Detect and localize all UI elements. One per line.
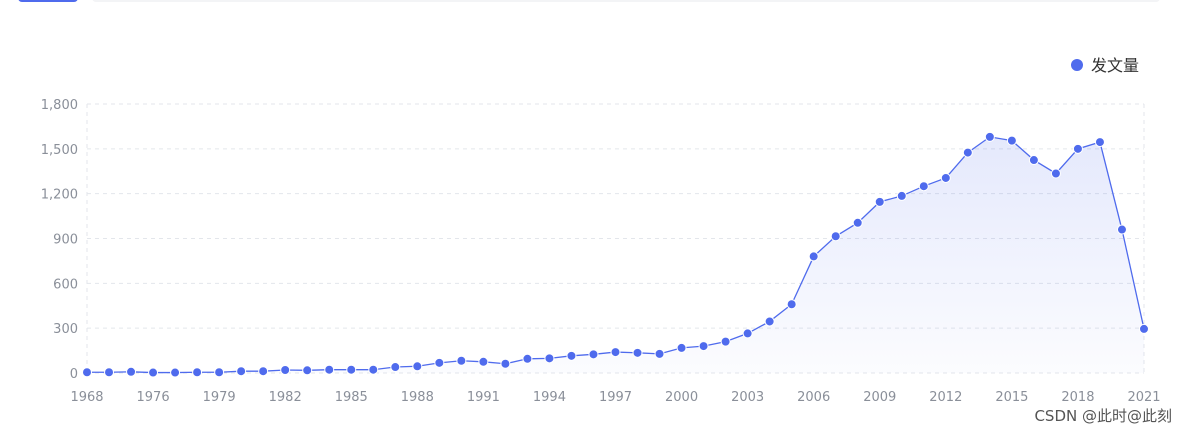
point — [1094, 137, 1105, 148]
point — [324, 364, 335, 375]
x-tick-label: 1982 — [269, 390, 302, 405]
point — [720, 336, 731, 347]
point — [786, 299, 797, 310]
point — [676, 342, 687, 353]
point — [654, 348, 665, 359]
point — [390, 362, 401, 373]
x-tick-label: 2018 — [1061, 390, 1094, 405]
point — [1050, 168, 1061, 179]
point — [434, 357, 445, 368]
x-tick-label: 2006 — [797, 390, 830, 405]
point — [1139, 323, 1149, 334]
x-tick-label: 1991 — [467, 390, 500, 405]
x-tick-label: 2015 — [995, 390, 1028, 405]
y-tick-label: 1,500 — [41, 143, 78, 158]
area — [87, 136, 1144, 373]
point — [808, 251, 819, 262]
point — [918, 181, 929, 192]
point — [456, 355, 467, 366]
point — [566, 350, 577, 361]
search-bar[interactable] — [92, 0, 1160, 2]
point — [82, 367, 92, 378]
point — [170, 367, 181, 378]
point — [478, 356, 489, 367]
x-tick-label: 2000 — [665, 390, 698, 405]
point — [1116, 224, 1127, 235]
point — [764, 316, 775, 327]
x-tick-label: 2009 — [863, 390, 896, 405]
point — [698, 341, 709, 352]
point — [280, 365, 291, 376]
x-tick-label: 1976 — [137, 390, 170, 405]
y-tick-label: 300 — [53, 322, 78, 337]
watermark: CSDN @此时@此刻 — [1034, 407, 1172, 425]
point — [346, 364, 357, 375]
point — [632, 347, 643, 358]
point — [874, 196, 885, 207]
x-tick-label: 1968 — [70, 390, 103, 405]
point — [896, 190, 907, 201]
x-tick-label: 1994 — [533, 390, 566, 405]
point — [148, 367, 159, 378]
point — [258, 366, 269, 377]
point — [214, 367, 225, 378]
point — [742, 328, 753, 339]
point — [984, 131, 995, 142]
y-tick-label: 600 — [53, 277, 78, 292]
point — [126, 366, 137, 377]
point — [940, 172, 951, 183]
point — [236, 366, 247, 377]
y-tick-label: 1,200 — [41, 188, 78, 203]
point — [544, 353, 555, 364]
point — [1072, 143, 1083, 154]
point — [412, 361, 423, 372]
point — [588, 349, 599, 360]
point — [830, 231, 841, 242]
point — [610, 347, 621, 358]
point — [192, 367, 203, 378]
x-tick-label: 1979 — [203, 390, 236, 405]
point — [368, 364, 379, 375]
legend-marker — [1071, 59, 1083, 71]
point — [500, 358, 511, 369]
y-tick-label: 900 — [53, 233, 78, 248]
x-tick-label: 1985 — [335, 390, 368, 405]
point — [852, 217, 863, 228]
point — [104, 367, 115, 378]
x-tick-label: 1997 — [599, 390, 632, 405]
point — [962, 147, 973, 158]
x-tick-label: 2003 — [731, 390, 764, 405]
y-tick-label: 0 — [70, 367, 78, 382]
y-tick-label: 1,800 — [41, 98, 78, 113]
x-tick-label: 2012 — [929, 390, 962, 405]
point — [1006, 135, 1017, 146]
point — [522, 353, 533, 364]
x-tick-label: 2021 — [1127, 390, 1160, 405]
tab[interactable] — [18, 0, 78, 2]
x-tick-label: 1988 — [401, 390, 434, 405]
legend-label: 发文量 — [1091, 56, 1139, 75]
point — [302, 365, 313, 376]
point — [1028, 155, 1039, 166]
